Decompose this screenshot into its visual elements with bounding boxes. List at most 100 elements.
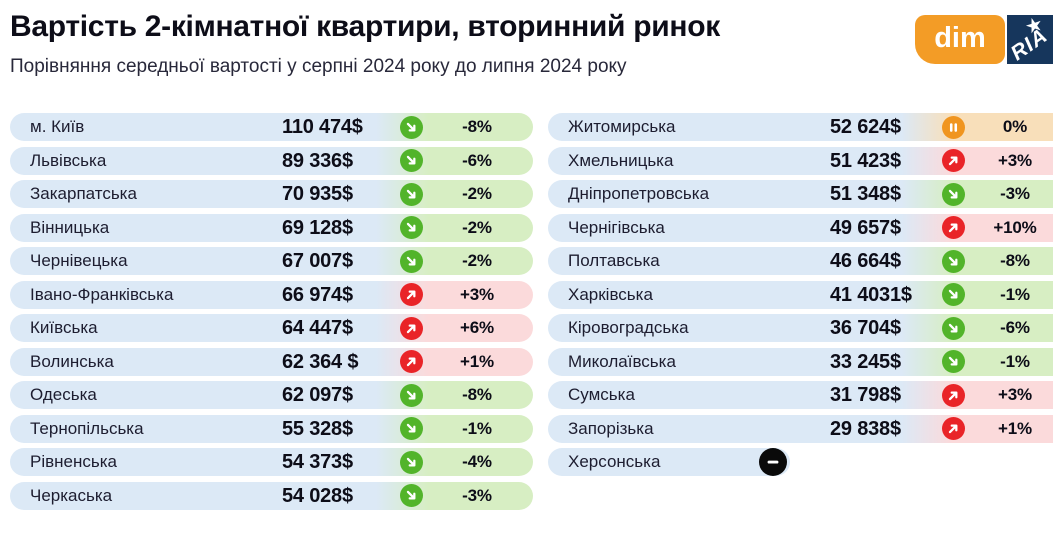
- region-price: 54 373$: [282, 451, 353, 473]
- region-name: Закарпатська: [30, 184, 137, 203]
- change-percent: -3%: [1000, 184, 1030, 203]
- region-name: Хмельницька: [568, 150, 674, 170]
- region-price: 110 474$: [282, 116, 363, 138]
- region-row: Одеська 62 097$ -8%: [10, 381, 533, 409]
- region-price: 62 364 $: [282, 350, 359, 373]
- region-name: Київська: [30, 318, 98, 337]
- dim-logo: dim: [915, 15, 1005, 64]
- trend-down-icon: [942, 283, 965, 306]
- region-name: Рівненська: [30, 452, 118, 471]
- regions-column-left: м. Київ 110 474$ -8% Львівська 89 336$ -6% Зак…: [10, 113, 533, 510]
- region-price: 52 624$: [830, 116, 901, 138]
- region-row: Житомирська 52 624$ 0%: [548, 113, 1053, 141]
- region-name: Чернівецька: [30, 251, 128, 270]
- trend-up-icon: [942, 216, 965, 239]
- trend-down-icon: [400, 249, 423, 273]
- region-price: 51 423$: [830, 149, 901, 172]
- region-row: Вінницька 69 128$ -2%: [10, 213, 533, 242]
- trend-up-icon: [400, 316, 423, 340]
- change-percent: -2%: [462, 251, 492, 270]
- region-name: Черкаська: [30, 485, 113, 505]
- region-row: Київська 64 447$ +6%: [10, 314, 533, 342]
- region-name: Запорізька: [568, 418, 654, 438]
- region-name: Харківська: [568, 284, 653, 304]
- region-row: Львівська 89 336$ -6%: [10, 146, 533, 175]
- region-name: Житомирська: [568, 117, 676, 136]
- page-title: Вартість 2-кімнатної квартири, вторинний…: [10, 10, 720, 43]
- region-row: Дніпропетровська 51 348$ -3%: [548, 180, 1053, 208]
- region-price: 51 348$: [830, 183, 901, 205]
- change-percent: +3%: [460, 284, 494, 304]
- region-name: Чернігівська: [568, 217, 665, 237]
- region-price: 29 838$: [830, 417, 901, 440]
- region-row: Закарпатська 70 935$ -2%: [10, 180, 533, 208]
- change-percent: -8%: [462, 117, 492, 136]
- change-percent: -8%: [1000, 251, 1030, 270]
- ria-logo: ★ RIA: [1007, 15, 1053, 64]
- change-percent: +1%: [460, 351, 494, 371]
- region-row: Тернопільська 55 328$ -1%: [10, 414, 533, 443]
- trend-down-icon: [942, 182, 965, 206]
- trend-up-icon: [942, 383, 965, 407]
- dim-logo-text: dim: [934, 21, 986, 54]
- region-price: 49 657$: [830, 216, 901, 239]
- change-percent: +3%: [998, 150, 1032, 170]
- trend-up-icon: [942, 149, 965, 172]
- region-name: Волинська: [30, 351, 114, 371]
- region-name: Львівська: [30, 150, 107, 170]
- region-price: 62 097$: [282, 384, 353, 406]
- region-name: Одеська: [30, 385, 97, 404]
- region-price: 31 798$: [830, 384, 901, 406]
- change-percent: -1%: [1000, 284, 1030, 304]
- region-price: 89 336$: [282, 149, 353, 172]
- trend-down-icon: [400, 216, 423, 239]
- change-percent: -6%: [462, 150, 492, 170]
- region-row: Полтавська 46 664$ -8%: [548, 247, 1053, 275]
- region-name: Дніпропетровська: [568, 184, 710, 203]
- page-subtitle: Порівняння середньої вартості у серпні 2…: [10, 56, 627, 77]
- region-name: Вінницька: [30, 217, 110, 237]
- region-row: Миколаївська 33 245$ -1%: [548, 347, 1053, 376]
- region-name: м. Київ: [30, 117, 85, 136]
- region-price: 55 328$: [282, 417, 353, 440]
- change-percent: -2%: [462, 217, 492, 237]
- region-price: 66 974$: [282, 283, 353, 306]
- trend-down-icon: [400, 383, 423, 407]
- region-row: Херсонська: [548, 448, 790, 476]
- change-percent: -1%: [462, 418, 492, 438]
- region-row: Івано-Франківська 66 974$ +3%: [10, 280, 533, 309]
- region-price: 69 128$: [282, 216, 353, 239]
- region-name: Кіровоградська: [568, 318, 689, 337]
- region-name: Івано-Франківська: [30, 284, 174, 304]
- region-row: Чернігівська 49 657$ +10%: [548, 213, 1053, 242]
- region-row: Волинська 62 364 $ +1%: [10, 347, 533, 376]
- region-name: Миколаївська: [568, 351, 676, 371]
- change-percent: -8%: [462, 385, 492, 404]
- trend-down-icon: [400, 417, 423, 440]
- regions-column-right: Житомирська 52 624$ 0% Хмельницька 51 423$ +3…: [548, 113, 1053, 476]
- change-percent: -6%: [1000, 318, 1030, 337]
- trend-up-icon: [400, 283, 423, 306]
- change-percent: -3%: [462, 485, 492, 505]
- region-name: Херсонська: [568, 452, 661, 471]
- region-price: 41 4031$: [830, 283, 912, 306]
- region-name: Полтавська: [568, 251, 660, 270]
- trend-down-icon: [400, 450, 423, 474]
- region-price: 46 664$: [830, 250, 901, 272]
- trend-up-icon: [400, 350, 423, 373]
- region-price: 67 007$: [282, 250, 353, 272]
- region-row: Хмельницька 51 423$ +3%: [548, 146, 1053, 175]
- change-percent: +6%: [460, 318, 494, 337]
- change-percent: -1%: [1000, 351, 1030, 371]
- region-price: 33 245$: [830, 350, 901, 373]
- trend-down-icon: [942, 316, 965, 340]
- region-row: Запорізька 29 838$ +1%: [548, 414, 1053, 443]
- region-price: 70 935$: [282, 183, 353, 205]
- region-row: Черкаська 54 028$ -3%: [10, 481, 533, 510]
- region-price: 64 447$: [282, 317, 353, 339]
- trend-down-icon: [400, 182, 423, 206]
- region-row: м. Київ 110 474$ -8%: [10, 113, 533, 141]
- region-price: 54 028$: [282, 484, 353, 507]
- change-percent: -2%: [462, 184, 492, 203]
